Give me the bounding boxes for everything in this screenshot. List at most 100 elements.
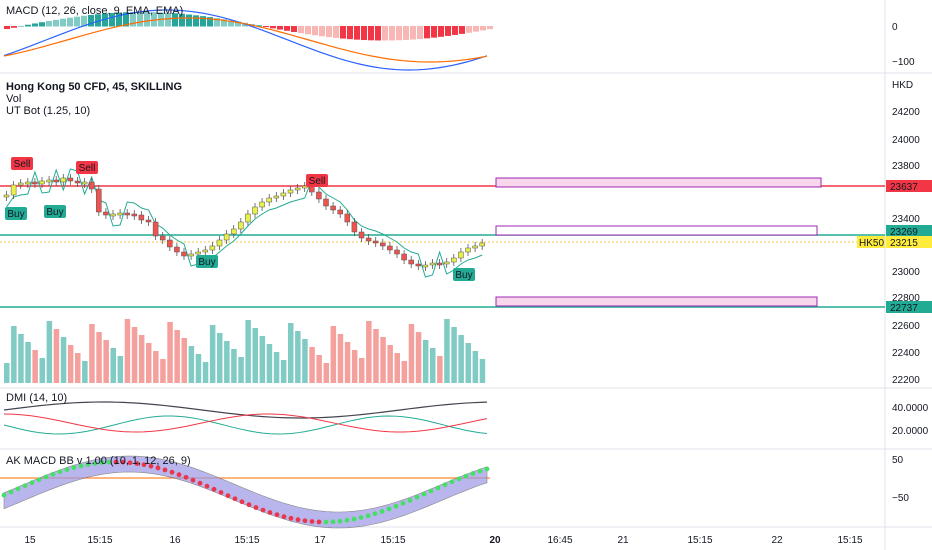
candle-body (465, 247, 471, 253)
price-tick: 23400 (892, 214, 920, 225)
ak-dot (281, 514, 287, 520)
macd-bar (410, 26, 416, 40)
candle-body (394, 249, 400, 255)
signal-text: Buy (198, 257, 215, 268)
signal-badge (11, 157, 33, 170)
candle-body (131, 213, 138, 217)
volume-bars (4, 319, 486, 383)
ak-dot (407, 497, 413, 503)
ak-dot (232, 496, 238, 502)
candle-body (110, 213, 116, 217)
macd-bar (11, 26, 17, 28)
macd-bar (326, 26, 332, 38)
macd-bar (4, 26, 10, 30)
macd-bar (221, 19, 227, 27)
candle-body (74, 180, 81, 184)
candle-body (216, 239, 223, 247)
candle-body (88, 181, 95, 190)
ak-dot (50, 471, 56, 477)
macd-bar (256, 25, 262, 27)
candle-body (344, 213, 351, 223)
macd-bar (305, 26, 311, 35)
volume-bar (82, 361, 88, 383)
macd-bar (81, 15, 87, 27)
ak-dot (148, 463, 154, 469)
ak-dot (449, 479, 455, 485)
volume-bar (39, 358, 45, 383)
time-tick: 16:45 (547, 535, 572, 546)
time-tick: 16 (169, 535, 181, 546)
ak-dot (330, 519, 336, 525)
time-axis: 15 15:15 16 15:15 17 15:15 20 16:45 21 15:15 22 15:… (24, 535, 863, 546)
volume-bar (160, 359, 166, 383)
symbol-label-bg (857, 236, 885, 248)
ak-dot (85, 462, 91, 467)
signal-text: Buy (455, 270, 472, 281)
time-tick: 17 (314, 535, 326, 546)
candle-body (408, 259, 414, 265)
ak-dot (134, 461, 140, 466)
candle-body (159, 235, 166, 241)
candle-body (174, 246, 180, 253)
volume-bar (437, 356, 443, 383)
price-tick: 22600 (892, 321, 920, 332)
candle-body (372, 240, 379, 244)
macd-bar (340, 26, 346, 39)
candle-body (152, 221, 159, 237)
macd-lines (3, 9, 488, 71)
volume-bar (67, 345, 74, 383)
macd-bar (466, 26, 472, 33)
volume-bar (32, 350, 38, 383)
price-tick: 24000 (892, 135, 920, 146)
macd-bar (32, 23, 38, 27)
volume-bar (280, 360, 287, 383)
candle-body (323, 198, 329, 207)
dmi-tick: 40.0000 (892, 403, 929, 414)
price-label-bg (886, 225, 932, 237)
candle-body (443, 261, 450, 265)
volume-bar (295, 331, 301, 383)
signal-text: Buy (46, 207, 63, 218)
macd-bar (291, 26, 297, 33)
volume-bar (117, 356, 124, 383)
macd-bar (445, 26, 451, 36)
signal-text: Sell (14, 159, 31, 170)
signal-text: Buy (7, 209, 24, 220)
macd-bar (333, 26, 339, 38)
ak-dot (358, 515, 364, 520)
macd-bar (214, 18, 220, 27)
currency-label: HKD (892, 80, 913, 91)
macd-bar (487, 26, 493, 30)
candle-body (117, 212, 123, 216)
macd-bar (480, 26, 486, 31)
volume-bar (288, 323, 294, 383)
volume-bar (195, 354, 202, 383)
price-label: 23269 (890, 227, 918, 238)
ak-dot (435, 485, 441, 491)
macd-bar (270, 26, 276, 29)
volume-bar (153, 351, 159, 383)
ak-dot (393, 503, 399, 509)
candle-body (401, 253, 407, 261)
ak-dot (183, 474, 189, 480)
volume-bar (245, 320, 251, 383)
ak-dot (176, 472, 182, 478)
ak-dot (316, 519, 322, 525)
price-label-bg (886, 180, 932, 192)
macd-bar (382, 26, 388, 41)
candle-body (259, 201, 265, 208)
macd-bar (375, 26, 381, 41)
candle-body (181, 251, 187, 257)
volume-bar (366, 321, 372, 383)
volume-bar (444, 319, 450, 383)
volume-bar (259, 336, 266, 383)
time-tick: 15:15 (687, 535, 712, 546)
volume-bar (323, 363, 329, 383)
volume-bar (75, 353, 81, 383)
macd-bar (116, 12, 122, 27)
volume-bar (373, 329, 379, 383)
candle-body (223, 233, 230, 241)
price-tick: 22400 (892, 348, 920, 359)
ak-dot (442, 482, 448, 488)
